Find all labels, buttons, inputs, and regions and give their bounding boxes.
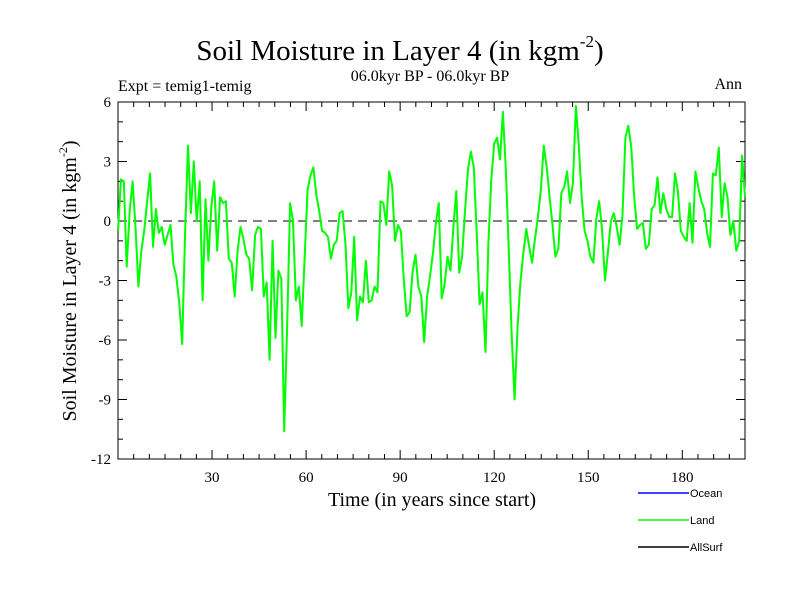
y-tick-label: 0 — [104, 214, 112, 230]
experiment-label: Expt = temig1-temig — [118, 78, 251, 95]
y-tick-label: -9 — [99, 393, 112, 409]
y-tick-label: 3 — [104, 155, 112, 171]
y-axis-label: Soil Moisture in Layer 4 (in kgm-2) — [56, 140, 81, 421]
legend-land-label: Land — [690, 515, 714, 527]
x-tick-label: 90 — [393, 470, 408, 486]
x-tick-label: 150 — [577, 470, 600, 486]
plot-frame — [117, 101, 746, 460]
chart-title: Soil Moisture in Layer 4 (in kgm-2) — [196, 32, 603, 67]
x-axis-label: Time (in years since start) — [328, 489, 536, 511]
y-tick-label: 6 — [104, 95, 112, 111]
legend-ocean-label: Ocean — [690, 488, 722, 500]
x-tick-label: 30 — [205, 470, 220, 486]
y-tick-label: -3 — [99, 274, 112, 290]
x-tick-labels: 30 60 90 120 150 180 — [205, 470, 694, 486]
x-tick-label: 180 — [671, 470, 694, 486]
axis-ticks — [118, 101, 745, 460]
x-tick-label: 120 — [483, 470, 506, 486]
y-tick-labels: 6 3 0 -3 -6 -9 -12 — [91, 95, 112, 468]
y-tick-label: -12 — [91, 452, 111, 468]
chart-subtitle: 06.0kyr BP - 06.0kyr BP — [351, 68, 510, 85]
legend: Ocean Land AllSurf — [638, 488, 723, 554]
y-tick-label: -6 — [99, 333, 112, 349]
season-label: Ann — [714, 76, 742, 93]
legend-allsurf-label: AllSurf — [690, 542, 723, 554]
x-tick-label: 60 — [299, 470, 314, 486]
series-land-line — [117, 105, 746, 433]
